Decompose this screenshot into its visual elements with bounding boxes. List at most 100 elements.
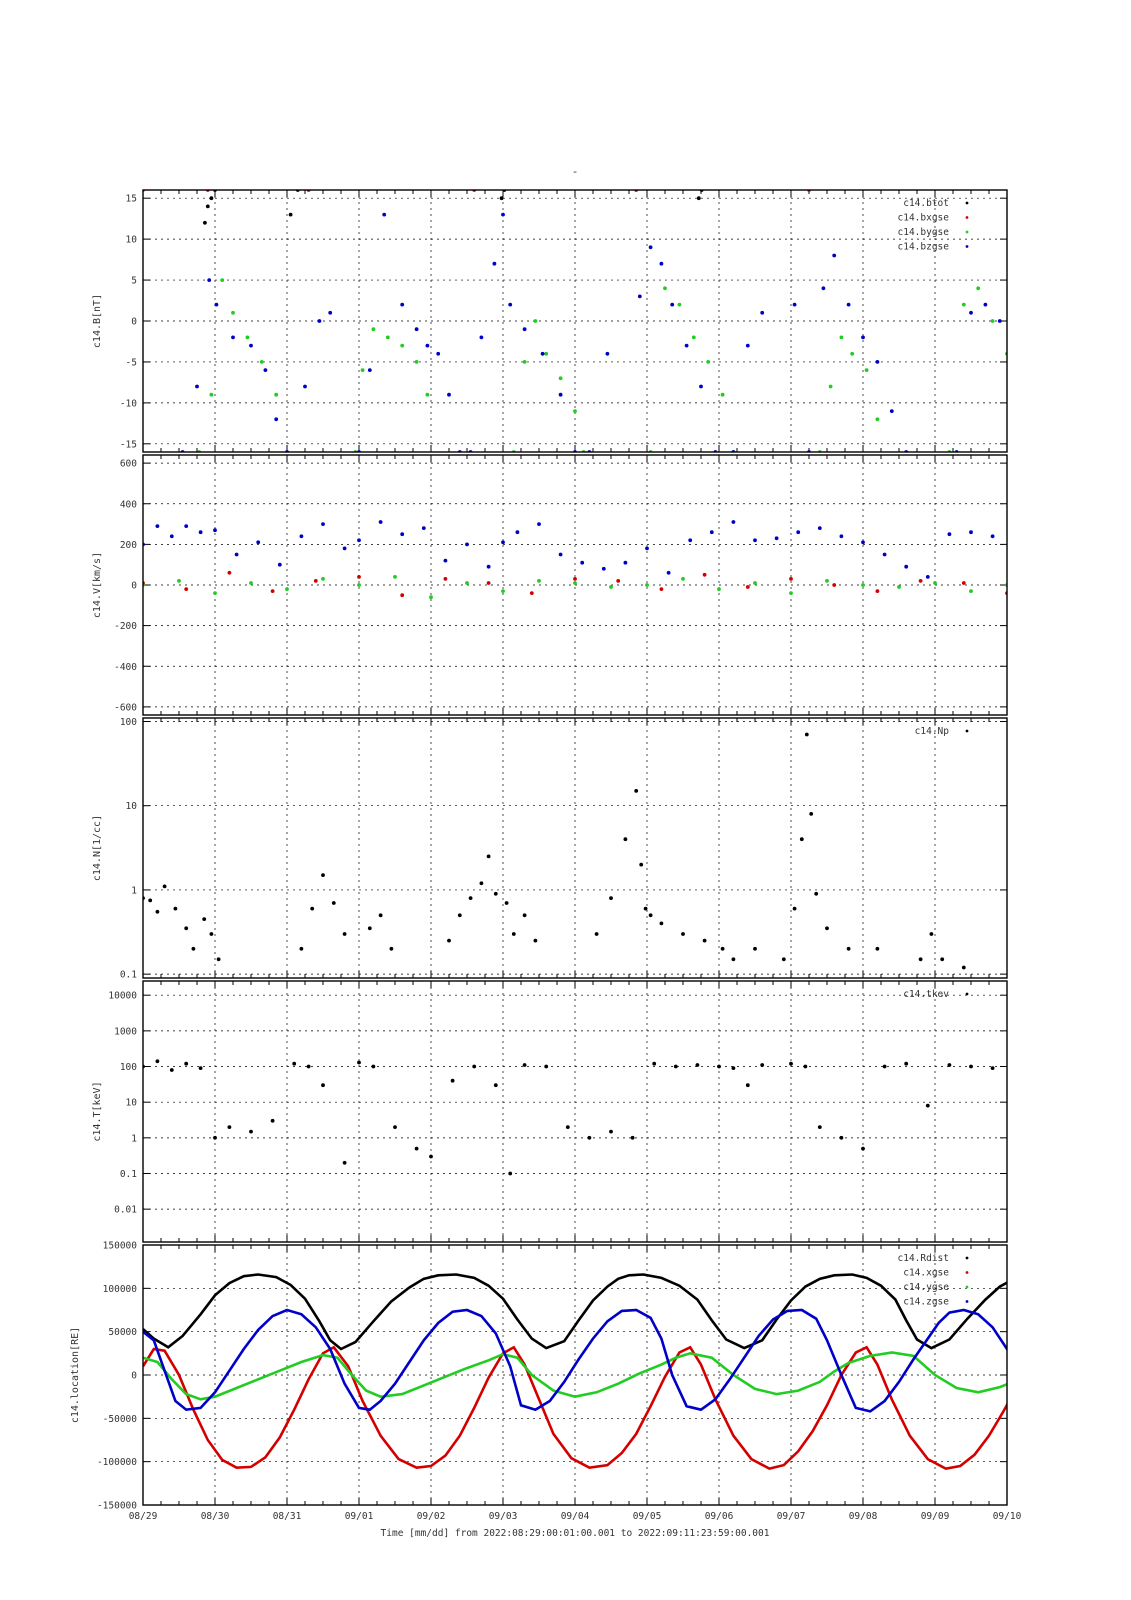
data-point bbox=[342, 932, 347, 936]
data-point bbox=[691, 335, 696, 340]
data-point bbox=[681, 577, 685, 581]
data-point bbox=[378, 520, 383, 524]
data-point bbox=[580, 560, 585, 565]
data-point bbox=[468, 896, 473, 900]
x-tick-label: 09/06 bbox=[705, 1511, 734, 1522]
data-point bbox=[846, 946, 851, 951]
data-point bbox=[342, 1160, 347, 1165]
data-point bbox=[443, 558, 448, 563]
data-point bbox=[382, 212, 387, 217]
data-point bbox=[745, 343, 750, 348]
data-point bbox=[195, 384, 199, 389]
data-point bbox=[522, 1063, 527, 1067]
series-line bbox=[143, 1351, 1007, 1401]
data-point bbox=[637, 294, 642, 299]
data-point bbox=[533, 938, 538, 943]
data-point bbox=[425, 392, 430, 397]
data-point bbox=[623, 560, 628, 565]
data-point bbox=[162, 884, 167, 889]
data-point bbox=[558, 376, 563, 381]
data-point bbox=[706, 360, 711, 364]
y-tick-label: 1 bbox=[131, 1133, 137, 1144]
data-point bbox=[465, 542, 469, 547]
data-point bbox=[306, 1064, 311, 1069]
legend-marker bbox=[965, 1300, 969, 1303]
data-point bbox=[486, 564, 491, 569]
series-c14-zgse bbox=[143, 1308, 1007, 1413]
y-tick-label: 1000 bbox=[114, 1026, 137, 1037]
data-point bbox=[659, 921, 664, 926]
data-point bbox=[1077, 1083, 1081, 1087]
data-point bbox=[1092, 583, 1096, 587]
series-vy bbox=[143, 575, 1007, 600]
data-point bbox=[207, 278, 212, 282]
data-point bbox=[414, 360, 419, 364]
panel-frame bbox=[142, 454, 1008, 716]
plot-area bbox=[143, 520, 1096, 600]
data-point bbox=[533, 319, 538, 323]
data-point bbox=[425, 343, 430, 348]
data-point bbox=[666, 570, 671, 575]
data-point bbox=[357, 583, 361, 587]
data-point bbox=[796, 530, 801, 535]
legend-label: c14.xgse bbox=[903, 1268, 949, 1279]
data-point bbox=[522, 913, 527, 918]
legend-marker bbox=[965, 729, 969, 733]
data-point bbox=[839, 335, 844, 340]
data-point bbox=[1092, 913, 1096, 917]
data-point bbox=[357, 1060, 361, 1065]
data-point bbox=[832, 253, 837, 258]
data-point bbox=[501, 540, 505, 545]
y-tick-label: -50000 bbox=[103, 1414, 138, 1425]
data-point bbox=[1056, 559, 1060, 563]
data-point bbox=[249, 581, 253, 585]
data-point bbox=[601, 566, 606, 571]
y-tick-label: 0 bbox=[131, 317, 137, 328]
data-point bbox=[1077, 311, 1081, 315]
y-tick-label: -15 bbox=[120, 439, 137, 450]
data-point bbox=[486, 581, 491, 585]
time-axis: 08/29 08/30 08/31 09/01 09/02 09/03 09/04 09/05… bbox=[129, 1511, 1022, 1522]
data-point bbox=[976, 286, 981, 291]
y-tick-label: 10000 bbox=[108, 991, 137, 1002]
y-tick-label: 0.1 bbox=[120, 970, 137, 981]
data-point bbox=[169, 534, 174, 539]
data-point bbox=[234, 552, 239, 557]
data-point bbox=[803, 1064, 808, 1069]
data-point bbox=[990, 1066, 995, 1070]
data-point bbox=[1048, 450, 1052, 454]
data-point bbox=[929, 932, 934, 936]
data-point bbox=[288, 212, 293, 217]
data-point bbox=[573, 577, 577, 581]
x-tick-label: 09/07 bbox=[777, 1511, 806, 1522]
data-point bbox=[317, 319, 322, 323]
y-tick-label: 15 bbox=[126, 194, 137, 205]
data-point bbox=[529, 591, 534, 595]
data-point bbox=[544, 351, 549, 356]
data-point bbox=[846, 302, 851, 307]
data-point bbox=[558, 552, 563, 557]
data-point bbox=[501, 589, 505, 593]
data-point bbox=[1120, 450, 1124, 454]
x-tick-label: 09/03 bbox=[489, 1511, 518, 1522]
data-point bbox=[609, 1129, 613, 1134]
data-point bbox=[702, 572, 707, 577]
series-c14-ygse bbox=[143, 1351, 1007, 1401]
data-point bbox=[648, 913, 653, 918]
data-point bbox=[832, 583, 837, 587]
data-point bbox=[760, 310, 765, 315]
y-tick-label: 10 bbox=[126, 1098, 138, 1109]
data-point bbox=[684, 343, 689, 348]
data-point bbox=[540, 351, 545, 356]
data-point bbox=[817, 1125, 822, 1129]
data-point bbox=[663, 286, 667, 291]
data-point bbox=[947, 532, 952, 537]
data-point bbox=[670, 302, 675, 307]
data-point bbox=[720, 392, 725, 397]
data-point bbox=[213, 528, 217, 533]
data-point bbox=[809, 812, 814, 816]
data-point bbox=[274, 392, 279, 397]
data-point bbox=[499, 196, 504, 201]
y-tick-label: 10 bbox=[126, 801, 138, 812]
